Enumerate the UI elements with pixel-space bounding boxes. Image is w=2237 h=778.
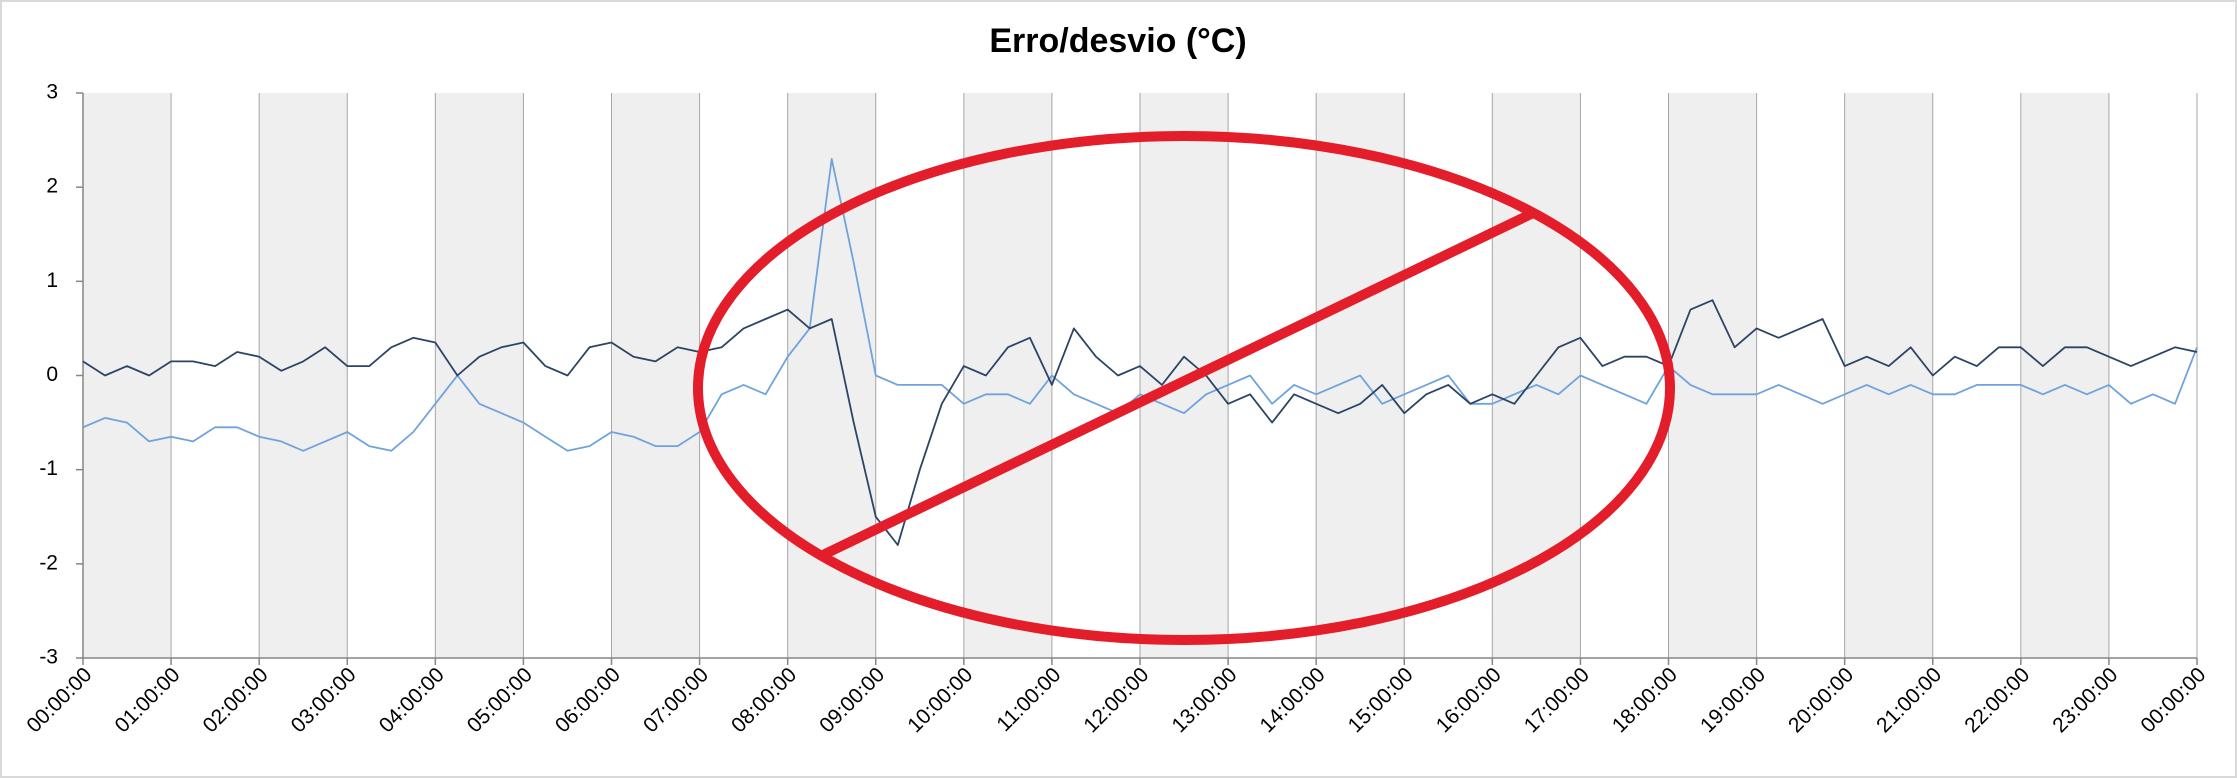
annotation-crossed-circle	[693, 131, 1675, 645]
y-tick-label: -3	[39, 646, 58, 669]
y-tick-label: 2	[46, 175, 58, 198]
band	[2020, 93, 2109, 658]
series-line	[82, 158, 2198, 452]
band	[1668, 93, 1757, 658]
annotation-ellipse	[693, 131, 1675, 645]
y-tick-label: -1	[39, 457, 58, 480]
band	[435, 93, 524, 658]
y-tick-label: 0	[46, 363, 58, 386]
band	[83, 93, 172, 658]
y-tick-label: -2	[39, 551, 58, 574]
band	[611, 93, 700, 658]
series-line	[82, 299, 2198, 546]
y-tick-label: 3	[46, 81, 58, 104]
band	[963, 93, 1052, 658]
annotation-slash	[820, 209, 1536, 559]
chart-title: Erro/desvio (°C)	[989, 22, 1246, 60]
band	[259, 93, 348, 658]
band	[1844, 93, 1933, 658]
y-tick-label: 1	[46, 269, 58, 292]
band	[1140, 93, 1229, 658]
